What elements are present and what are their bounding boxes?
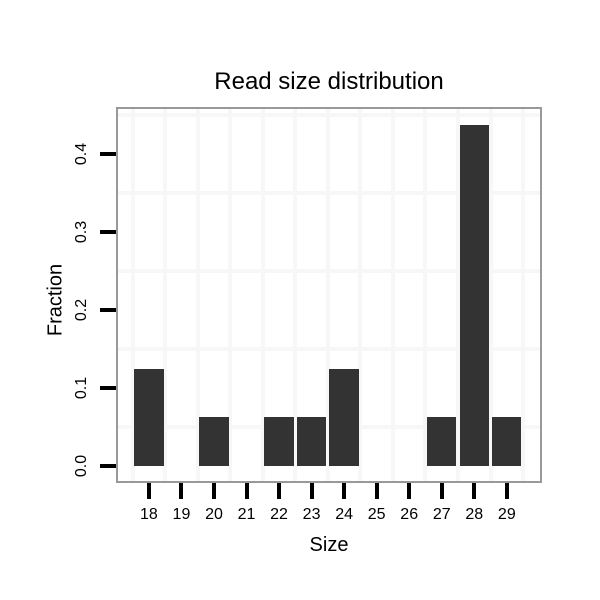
x-tick	[179, 483, 184, 499]
x-tick	[211, 483, 216, 499]
gridline-vertical	[358, 109, 363, 481]
y-tick-label: 0.2	[73, 299, 90, 322]
x-tick	[439, 483, 444, 499]
gridline-horizontal	[118, 425, 540, 430]
plot-area	[118, 109, 540, 481]
gridline-vertical	[163, 109, 168, 481]
gridline-vertical	[293, 109, 298, 481]
gridline-vertical	[130, 109, 135, 481]
x-tick-label: 27	[432, 506, 451, 523]
y-tick-label: 0.3	[73, 221, 90, 244]
y-tick	[100, 152, 116, 157]
y-tick-label: 0.0	[73, 455, 90, 478]
gridline-vertical	[195, 109, 200, 481]
y-tick-label: 0.1	[73, 377, 90, 400]
x-tick	[407, 483, 412, 499]
gridline-vertical	[456, 109, 460, 481]
x-tick-label: 18	[140, 506, 158, 523]
x-tick-label: 29	[497, 506, 516, 523]
gridline-vertical	[228, 109, 233, 481]
gridline-horizontal	[118, 113, 540, 118]
bar	[134, 368, 164, 467]
gridline-vertical	[423, 109, 428, 481]
y-tick-label: 0.4	[73, 143, 90, 166]
x-tick-label: 26	[400, 506, 419, 523]
x-tick	[342, 483, 347, 499]
y-tick	[100, 308, 116, 313]
gridline-vertical	[260, 109, 265, 481]
gridline-horizontal	[118, 191, 540, 196]
x-tick-label: 19	[172, 506, 191, 523]
gridline-vertical	[390, 109, 395, 481]
x-tick	[146, 483, 151, 499]
bar	[492, 417, 522, 467]
x-tick-label: 21	[237, 506, 256, 523]
x-tick	[309, 483, 314, 499]
x-tick	[244, 483, 249, 499]
bar	[329, 368, 359, 467]
plot-panel	[116, 107, 542, 483]
y-tick	[100, 230, 116, 235]
x-tick	[277, 483, 282, 499]
gridline-horizontal	[118, 347, 540, 352]
x-tick	[504, 483, 509, 499]
x-tick-label: 23	[302, 506, 321, 523]
x-tick-label: 28	[465, 506, 484, 523]
bar	[296, 417, 327, 467]
x-tick-label: 20	[205, 506, 223, 523]
chart-title: Read size distribution	[214, 68, 444, 95]
x-tick	[374, 483, 379, 499]
y-tick	[100, 386, 116, 391]
x-tick-label: 22	[270, 506, 288, 523]
gridline-vertical	[521, 109, 526, 481]
y-axis-label: Fraction	[44, 263, 67, 337]
bar	[264, 417, 294, 467]
x-axis-label: Size	[309, 534, 349, 556]
x-tick-label: 24	[335, 506, 354, 523]
gridline-horizontal	[118, 269, 540, 274]
bar	[199, 417, 229, 467]
x-tick	[472, 483, 477, 499]
gridline-vertical	[325, 109, 330, 481]
bar	[427, 417, 457, 467]
bar	[459, 124, 489, 467]
x-tick-label: 25	[367, 506, 386, 523]
y-tick	[100, 464, 116, 469]
gridline-vertical	[488, 109, 493, 481]
